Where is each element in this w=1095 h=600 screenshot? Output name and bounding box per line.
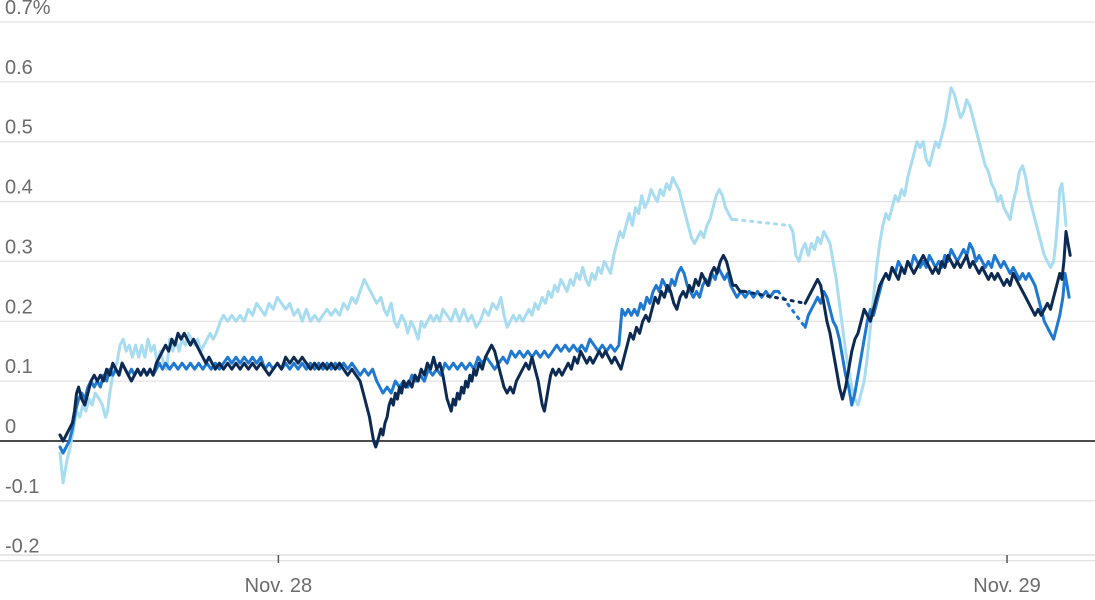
y-tick-label: -0.1 <box>5 476 39 498</box>
y-tick-label: 0.5 <box>5 117 33 139</box>
x-tick-label: Nov. 29 <box>973 575 1040 597</box>
y-tick-label: 0.2 <box>5 296 33 318</box>
series-1-line <box>58 176 737 485</box>
series-1 <box>58 86 1068 485</box>
y-tick-label: 0.7% <box>5 0 51 19</box>
y-tick-label: -0.2 <box>5 536 39 558</box>
y-axis-tick-labels: 0.7% 0.6 0.5 0.4 0.3 0.2 0.1 0 -0.1 -0.2 <box>5 0 51 558</box>
x-tick-label: Nov. 28 <box>245 575 312 597</box>
y-tick-label: 0.1 <box>5 356 33 378</box>
gridlines <box>0 21 1095 562</box>
series-2 <box>58 242 1071 455</box>
series-2-line <box>803 242 1071 407</box>
x-axis: Nov. 28 Nov. 29 <box>0 554 1095 597</box>
y-tick-label: 0.6 <box>5 57 33 79</box>
y-tick-label: 0 <box>5 416 16 438</box>
series-3 <box>58 230 1072 449</box>
series-3-dotted-gap <box>742 289 807 305</box>
series-1-dotted-gap <box>733 218 792 227</box>
series-3-line <box>803 230 1072 401</box>
series-3-line <box>58 253 746 449</box>
y-tick-label: 0.4 <box>5 177 33 199</box>
series-lines <box>58 86 1072 485</box>
series-2-dotted-gap <box>776 289 807 329</box>
series-1-line <box>788 86 1068 407</box>
y-tick-label: 0.3 <box>5 236 33 258</box>
